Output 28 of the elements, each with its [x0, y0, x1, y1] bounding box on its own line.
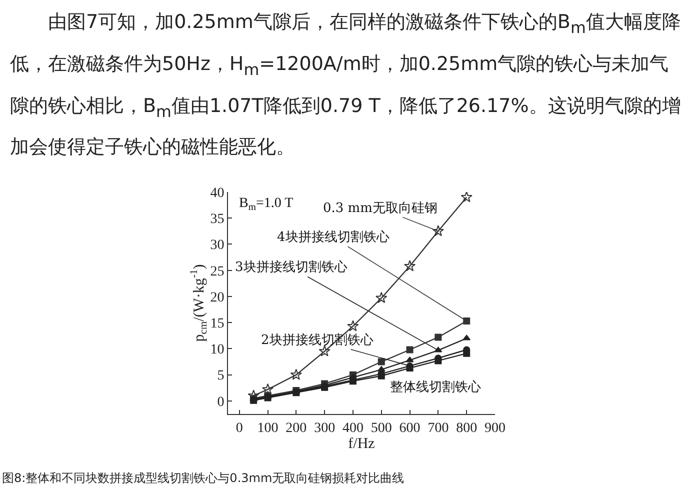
y-tick-label: 25 — [210, 264, 224, 280]
y-tick-label: 40 — [210, 186, 224, 201]
x-tick-label: 300 — [314, 420, 336, 436]
x-tick-label: 400 — [342, 420, 364, 436]
y-tick-label: 20 — [210, 290, 224, 306]
x-tick-label: 0 — [236, 420, 243, 436]
y-tick-label: 5 — [217, 368, 224, 384]
y-tick-label: 15 — [210, 316, 224, 332]
y-tick-label: 10 — [210, 342, 224, 358]
series-label: 整体线切割铁心 — [390, 379, 481, 395]
x-axis-title: f/Hz — [348, 436, 376, 452]
x-tick-label: 100 — [257, 420, 278, 436]
annotation: B$_{m}$=1.0 T — [239, 196, 294, 213]
x-tick-label: 900 — [484, 420, 506, 436]
x-tick-label: 800 — [456, 420, 478, 436]
text: 4块拼接线切割铁心 — [277, 229, 390, 245]
text: 由图7可知，加0.25mm气隙后，在同样的激磁条件下铁心的B$_{m}$值大幅度降低，在激磁条件为50Hz，H$_{m}$=1200A/m时，加0.25mm气隙的铁心与未加气隙的铁心相比，B$_{m}$值由1.07T降低到0.79 T，降低了26.17%。这说明气隙的增加会使得定子铁心的磁性能恶化。 — [10, 11, 681, 158]
y-tick-label: 35 — [210, 212, 224, 228]
series-label: 0.3 mm无取向硅钢 — [323, 201, 438, 216]
x-tick-label: 700 — [428, 420, 449, 436]
text: 3块拼接线切割铁心 — [235, 259, 348, 275]
x-tick-label: 600 — [399, 420, 420, 436]
series-label: 2块拼接线切割铁心 — [261, 332, 374, 348]
y-tick-label: 30 — [210, 238, 224, 254]
text: 图8:整体和不同块数拼接成型线切割铁心与0.3mm无取向硅钢损耗对比曲线 — [2, 470, 404, 487]
x-tick-label: 200 — [286, 420, 307, 436]
y-tick-label: 0 — [217, 394, 224, 410]
x-tick-label: 500 — [370, 420, 392, 436]
